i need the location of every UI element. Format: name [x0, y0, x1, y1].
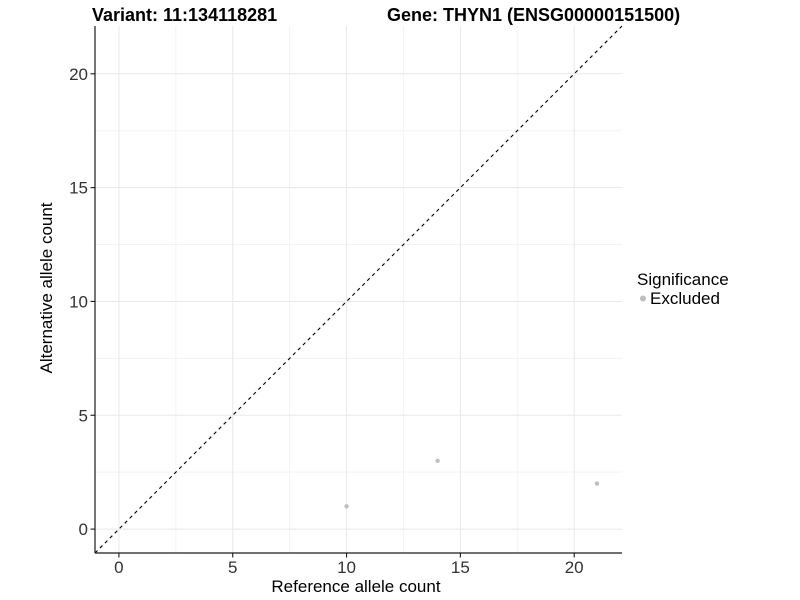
y-tick-label: 5	[79, 406, 88, 425]
y-axis-title: Alternative allele count	[37, 202, 56, 373]
data-points-layer	[344, 458, 600, 509]
tick-marks-layer	[90, 73, 575, 558]
legend-key-dot	[640, 295, 646, 302]
y-tick-label: 15	[69, 179, 88, 198]
plot-title-gene: Gene: THYN1 (ENSG00000151500)	[387, 5, 680, 25]
identity-line	[94, 25, 623, 554]
y-tick-label: 0	[79, 520, 88, 539]
x-tick-label: 15	[451, 558, 470, 577]
tick-labels-layer: 0 5 10 15 20 0 5 10 15 20	[69, 65, 584, 577]
legend-label-excluded: Excluded	[650, 289, 720, 308]
data-point	[594, 481, 600, 486]
x-axis-title: Reference allele count	[271, 577, 440, 596]
data-point	[435, 458, 440, 464]
x-tick-label: 5	[228, 558, 237, 577]
plot-title-variant: Variant: 11:134118281	[92, 5, 277, 25]
x-tick-label: 20	[565, 558, 584, 577]
y-tick-label: 20	[69, 65, 88, 84]
legend-title: Significance	[637, 270, 729, 289]
data-point	[344, 504, 349, 509]
x-tick-label: 10	[337, 558, 356, 577]
gridlines-major	[95, 26, 622, 553]
x-tick-label: 0	[114, 558, 123, 577]
identity-line-layer	[94, 25, 623, 554]
gridlines-minor	[95, 26, 622, 553]
axis-lines-layer	[94, 26, 622, 554]
y-tick-label: 10	[69, 292, 88, 311]
